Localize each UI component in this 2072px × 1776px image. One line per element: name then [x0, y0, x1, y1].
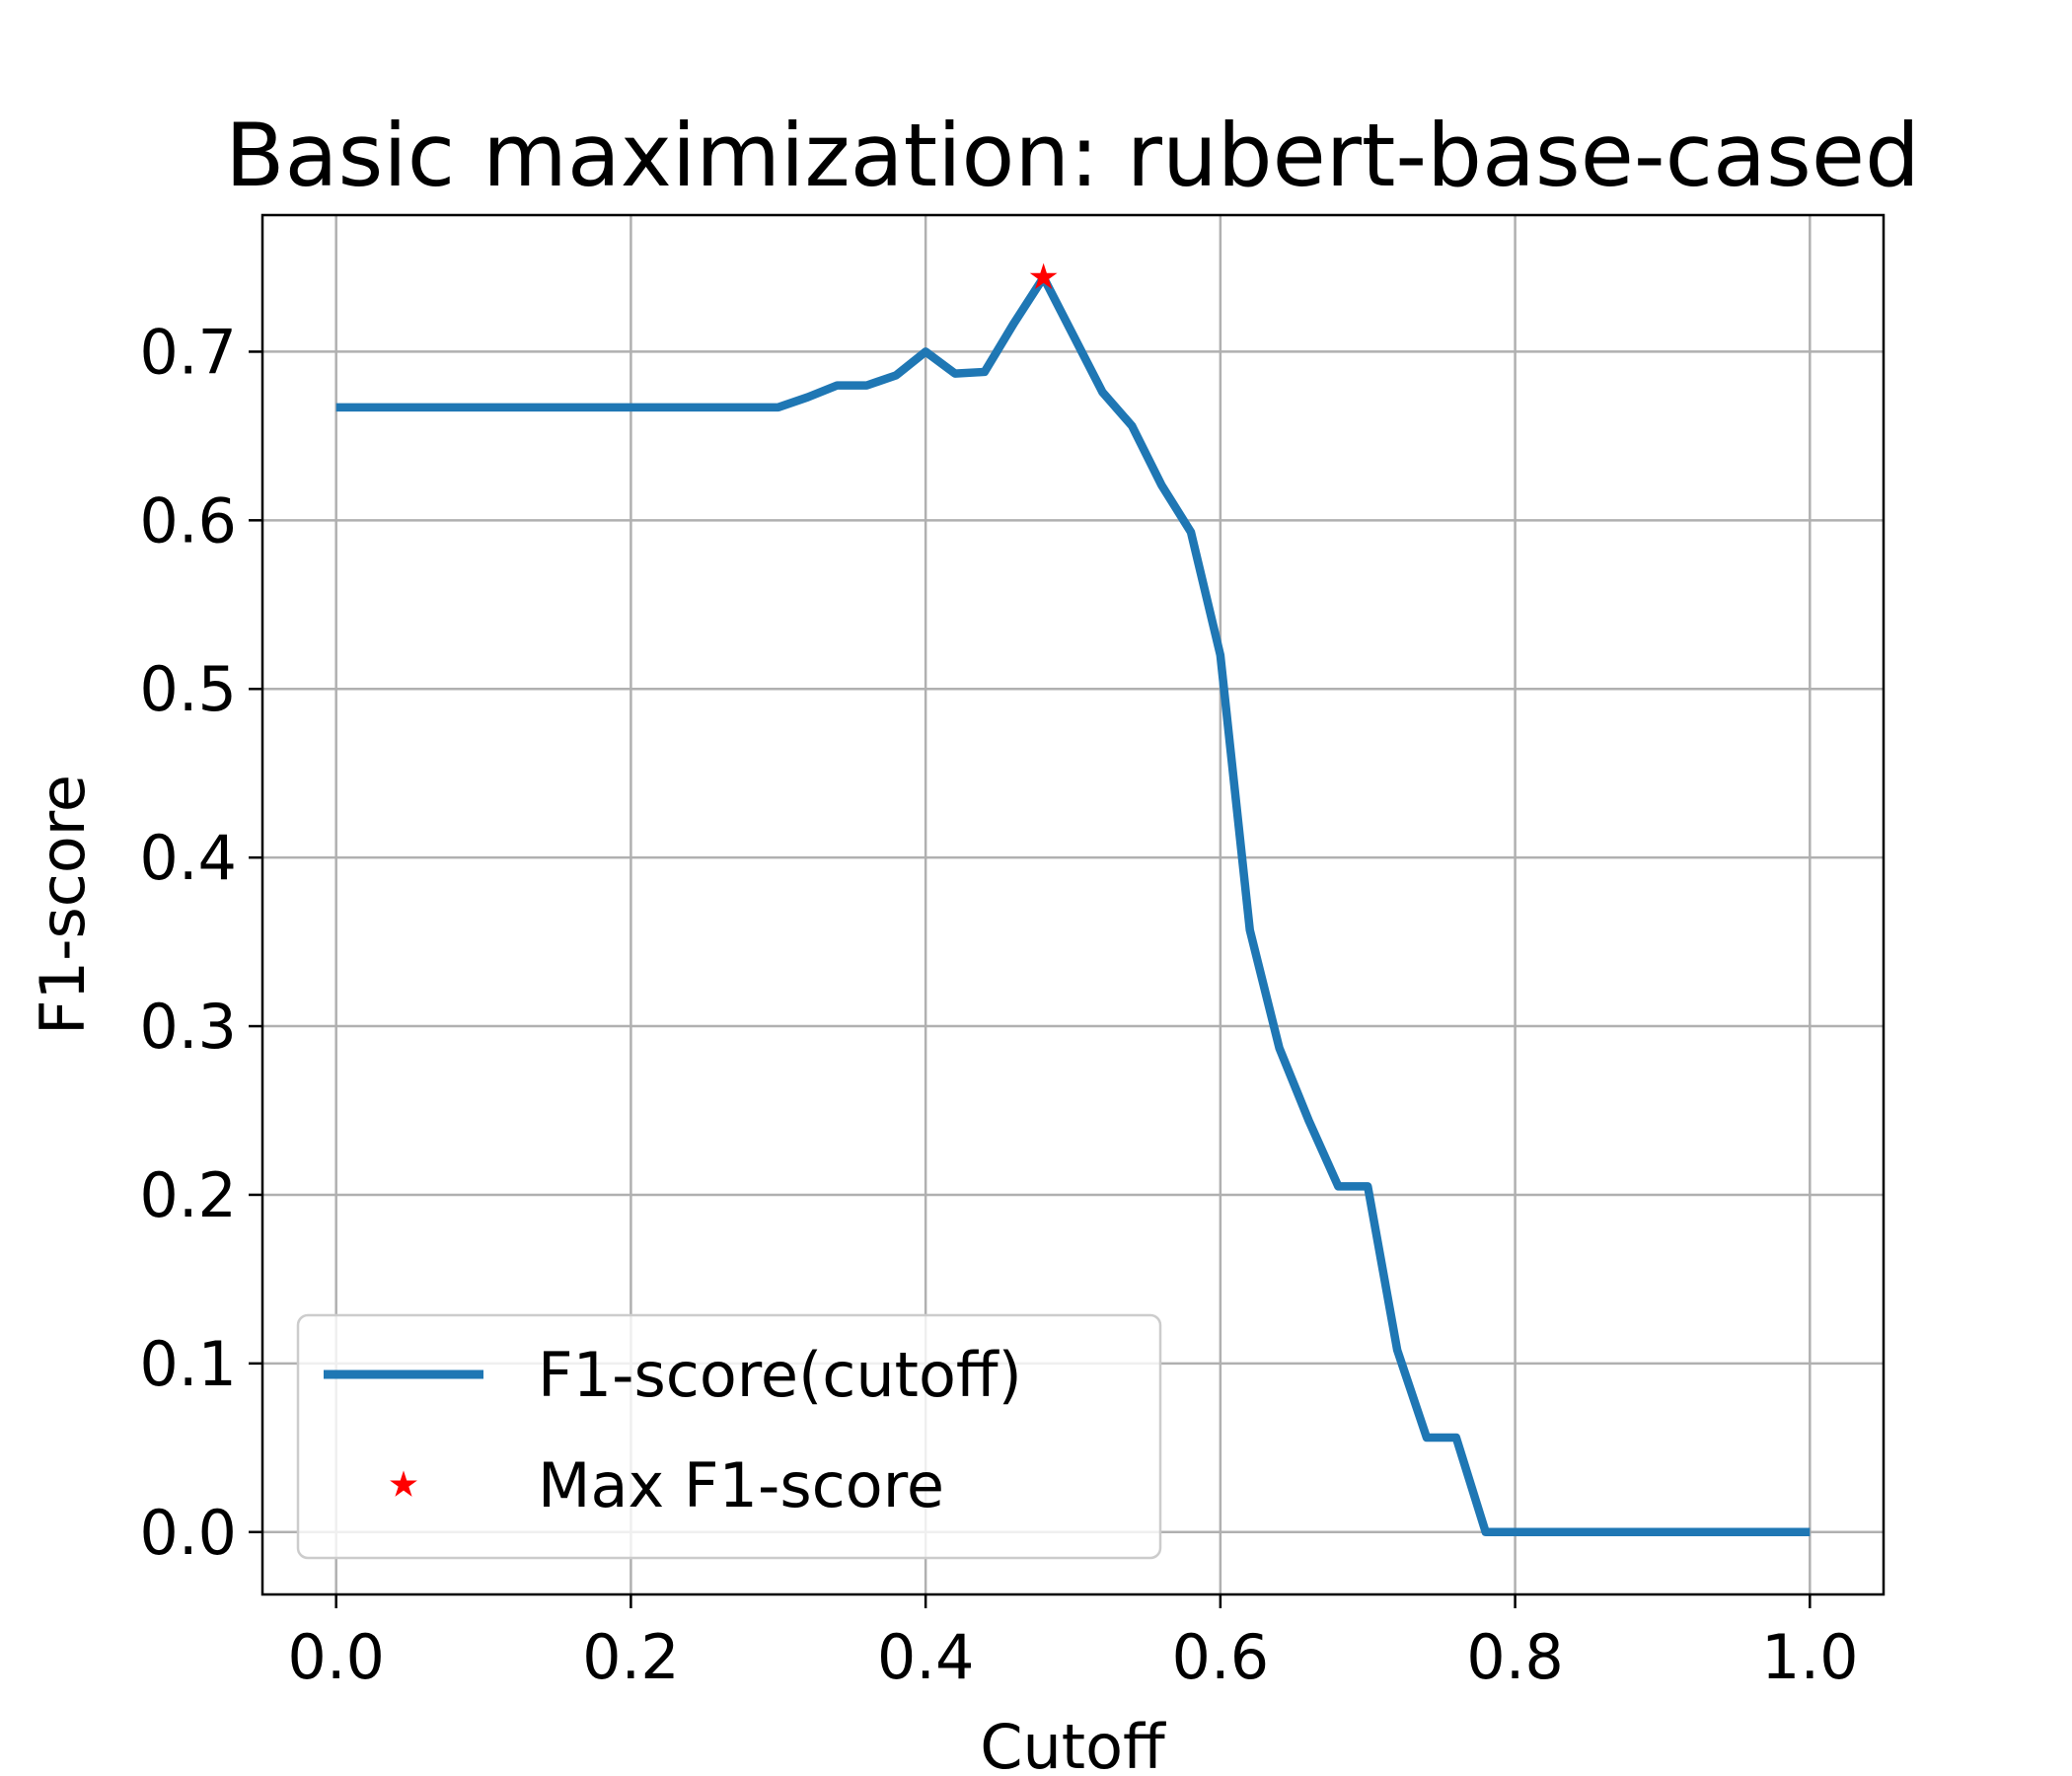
legend-box	[296, 1313, 1162, 1560]
legend: F1-score(cutoff) Max F1-score	[296, 1313, 1162, 1560]
legend-label-marker: Max F1-score	[538, 1449, 944, 1521]
x-tick-label: 1.0	[1761, 1621, 1859, 1693]
grid-layer	[262, 215, 1884, 1594]
x-tick-label: 0.0	[287, 1621, 385, 1693]
y-axis-label: F1-score	[27, 775, 99, 1035]
x-tick-label: 0.4	[877, 1621, 975, 1693]
y-tick-label: 0.7	[139, 316, 237, 388]
y-tick-label: 0.1	[139, 1328, 237, 1400]
y-tick-label: 0.3	[139, 991, 237, 1063]
tick-layer: 0.0 0.2 0.4 0.6 0.8 1.0 0.0 0.1 0.2 0.3 0.4 0.5 0.6 0…	[139, 316, 1858, 1693]
chart-title: Basic maximization: rubert-base-cased	[225, 105, 1920, 206]
plot-frame	[260, 213, 1886, 1596]
x-tick-label: 0.8	[1466, 1621, 1564, 1693]
f1-score-line	[335, 272, 1811, 1537]
y-tick-label: 0.5	[139, 653, 237, 725]
x-tick-label: 0.2	[582, 1621, 680, 1693]
legend-star-icon	[390, 1470, 417, 1497]
legend-star-swatch	[390, 1470, 417, 1497]
y-tick-label: 0.0	[139, 1497, 237, 1569]
series-layer	[335, 262, 1811, 1537]
y-tick-label: 0.6	[139, 484, 237, 556]
x-tick-label: 0.6	[1172, 1621, 1270, 1693]
y-tick-label: 0.4	[139, 822, 237, 894]
legend-label-line: F1-score(cutoff)	[538, 1339, 1022, 1411]
x-axis-label: Cutoff	[980, 1711, 1166, 1776]
y-tick-label: 0.2	[139, 1159, 237, 1231]
max-f1-star-marker	[1029, 262, 1058, 290]
